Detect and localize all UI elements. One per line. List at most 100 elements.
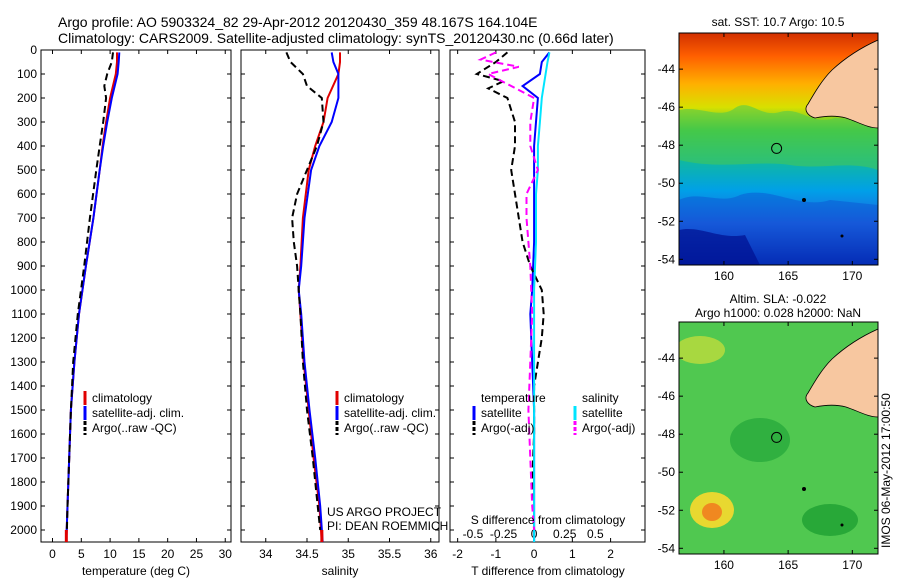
legend-label-satellite: satellite-adj. clim.: [92, 406, 184, 420]
salinity-profiles: [285, 52, 341, 543]
temperature-xlabel: temperature (deg C): [82, 564, 190, 578]
s-diff-tick-label: -0.5: [463, 527, 484, 541]
legend-label-s-satellite: satellite: [582, 406, 623, 420]
sst-map: sat. SST: 10.7 Argo: 10.5 160 165 170 -44 -4…: [658, 15, 879, 283]
x-tick-label: 1: [569, 547, 576, 561]
lat-tick-label: -46: [658, 389, 676, 403]
sla-light-patch: [679, 336, 725, 364]
salinity-panel: 34 34.5 35 35.5 36 salinity climatology sate…: [240, 49, 448, 578]
sst-warm-tongue: [679, 105, 878, 170]
sla-dark-patch-2: [802, 504, 858, 536]
depth-tick-label: 1200: [10, 331, 37, 345]
sst-map-frame: [678, 32, 879, 266]
sla-dark-patch: [730, 418, 790, 462]
x-tick-label: -1: [491, 547, 502, 561]
lat-tick-label: -54: [658, 252, 676, 266]
lon-tick-label: 165: [778, 269, 798, 283]
depth-tick-label: 1600: [10, 427, 37, 441]
x-tick-label: 20: [161, 547, 175, 561]
legend-label-s-argo: Argo(-adj): [582, 421, 635, 435]
lat-tick-label: -50: [658, 465, 676, 479]
sla-map-axes: 160 165 170 -44 -46 -48 -50 -52 -54: [658, 322, 878, 572]
depth-tick-label: 1900: [10, 499, 37, 513]
lat-tick-label: -46: [658, 100, 676, 114]
depth-tick-label: 500: [17, 163, 37, 177]
salinity-legend: climatology satellite-adj. clim. Argo(..…: [335, 391, 436, 435]
depth-tick-label: 1500: [10, 403, 37, 417]
series-line: [65, 52, 114, 531]
temperature-x-axis: 0 5 10 15 20 25 30: [49, 50, 232, 561]
difference-panel: -2 -1 0 1 2 -0.5 -0.25 0 0.25 0.5 S difference f…: [449, 49, 646, 578]
series-line: [533, 52, 551, 542]
lat-tick-label: -44: [658, 62, 676, 76]
depth-tick-label: 100: [17, 67, 37, 81]
lon-tick-label: 160: [714, 558, 734, 572]
x-tick-label: 30: [219, 547, 233, 561]
depth-tick-label: 1800: [10, 475, 37, 489]
x-tick-label: 15: [132, 547, 146, 561]
series-line: [297, 52, 341, 543]
s-difference-label: S difference from climatology: [471, 513, 626, 527]
depth-tick-label: 900: [17, 259, 37, 273]
temperature-profiles: [64, 52, 121, 543]
sla-orange-patch: [702, 503, 722, 521]
x-tick-label: 2: [607, 547, 614, 561]
depth-tick-label: 1400: [10, 379, 37, 393]
x-tick-label: 35.5: [378, 547, 402, 561]
salinity-y-ticks: [241, 49, 439, 531]
title-line-1: Argo profile: AO 5903324_82 29-Apr-2012 …: [58, 14, 538, 30]
series-line: [285, 52, 325, 531]
difference-y-ticks: [450, 49, 645, 531]
x-tick-label: 5: [78, 547, 85, 561]
legend-title-temperature: temperature: [481, 391, 546, 405]
salinity-x-axis: 34 34.5 35 35.5 36: [259, 50, 438, 561]
sla-map: Altim. SLA: -0.022 Argo h1000: 0.028 h20…: [658, 292, 879, 572]
s-diff-tick-label: -0.25: [490, 527, 518, 541]
series-line: [65, 52, 121, 543]
lat-tick-label: -54: [658, 541, 676, 555]
x-tick-label: 36: [424, 547, 438, 561]
difference-axes: [449, 49, 646, 543]
sla-map-frame: [678, 321, 879, 555]
legend-label-satellite: satellite-adj. clim.: [344, 406, 436, 420]
x-tick-label: 34.5: [295, 547, 319, 561]
depth-tick-label: 800: [17, 235, 37, 249]
salinity-axes: [240, 49, 440, 543]
depth-tick-label: 700: [17, 211, 37, 225]
s-diff-tick-label: 0.5: [587, 527, 604, 541]
lat-tick-label: -52: [658, 214, 676, 228]
stewart-island: [802, 198, 806, 202]
depth-tick-label: 1100: [11, 307, 37, 321]
temperature-legend: climatology satellite-adj. clim. Argo(..…: [83, 391, 184, 435]
legend-label-climatology: climatology: [92, 391, 152, 405]
lon-tick-label: 165: [778, 558, 798, 572]
lat-tick-label: -48: [658, 138, 676, 152]
sst-map-axes: 160 165 170 -44 -46 -48 -50 -52 -54: [658, 33, 878, 283]
depth-tick-label: 0: [30, 43, 37, 57]
island-dot: [840, 234, 844, 238]
lon-tick-label: 160: [714, 269, 734, 283]
legend-label-climatology: climatology: [344, 391, 404, 405]
legend-label-t-argo: Argo(-adj): [481, 421, 534, 435]
depth-tick-label: 1300: [10, 355, 37, 369]
difference-legend: temperature salinity satellite Argo(-adj…: [472, 391, 635, 435]
s-diff-tick-label: 0.25: [553, 527, 577, 541]
depth-tick-label: 1700: [10, 451, 37, 465]
t-difference-label: T difference from climatology: [471, 564, 625, 578]
pi-annotation: PI: DEAN ROEMMICH: [327, 519, 448, 533]
legend-title-salinity: salinity: [582, 391, 619, 405]
sla-map-title-1: Altim. SLA: -0.022: [730, 292, 827, 306]
difference-profiles: [474, 51, 551, 542]
sst-argo-location: [771, 142, 783, 154]
depth-tick-label: 300: [17, 115, 37, 129]
project-annotation: US ARGO PROJECT: [327, 505, 442, 519]
legend-label-t-satellite: satellite: [481, 406, 522, 420]
x-tick-label: 34: [259, 547, 273, 561]
series-line: [297, 52, 340, 543]
x-tick-label: 25: [190, 547, 204, 561]
watermark: IMOS 06-May-2012 17:00:50: [879, 393, 893, 548]
depth-tick-label: 200: [17, 91, 37, 105]
salinity-xlabel: salinity: [322, 564, 359, 578]
sst-map-title: sat. SST: 10.7 Argo: 10.5: [712, 15, 845, 29]
lat-tick-label: -44: [658, 351, 676, 365]
